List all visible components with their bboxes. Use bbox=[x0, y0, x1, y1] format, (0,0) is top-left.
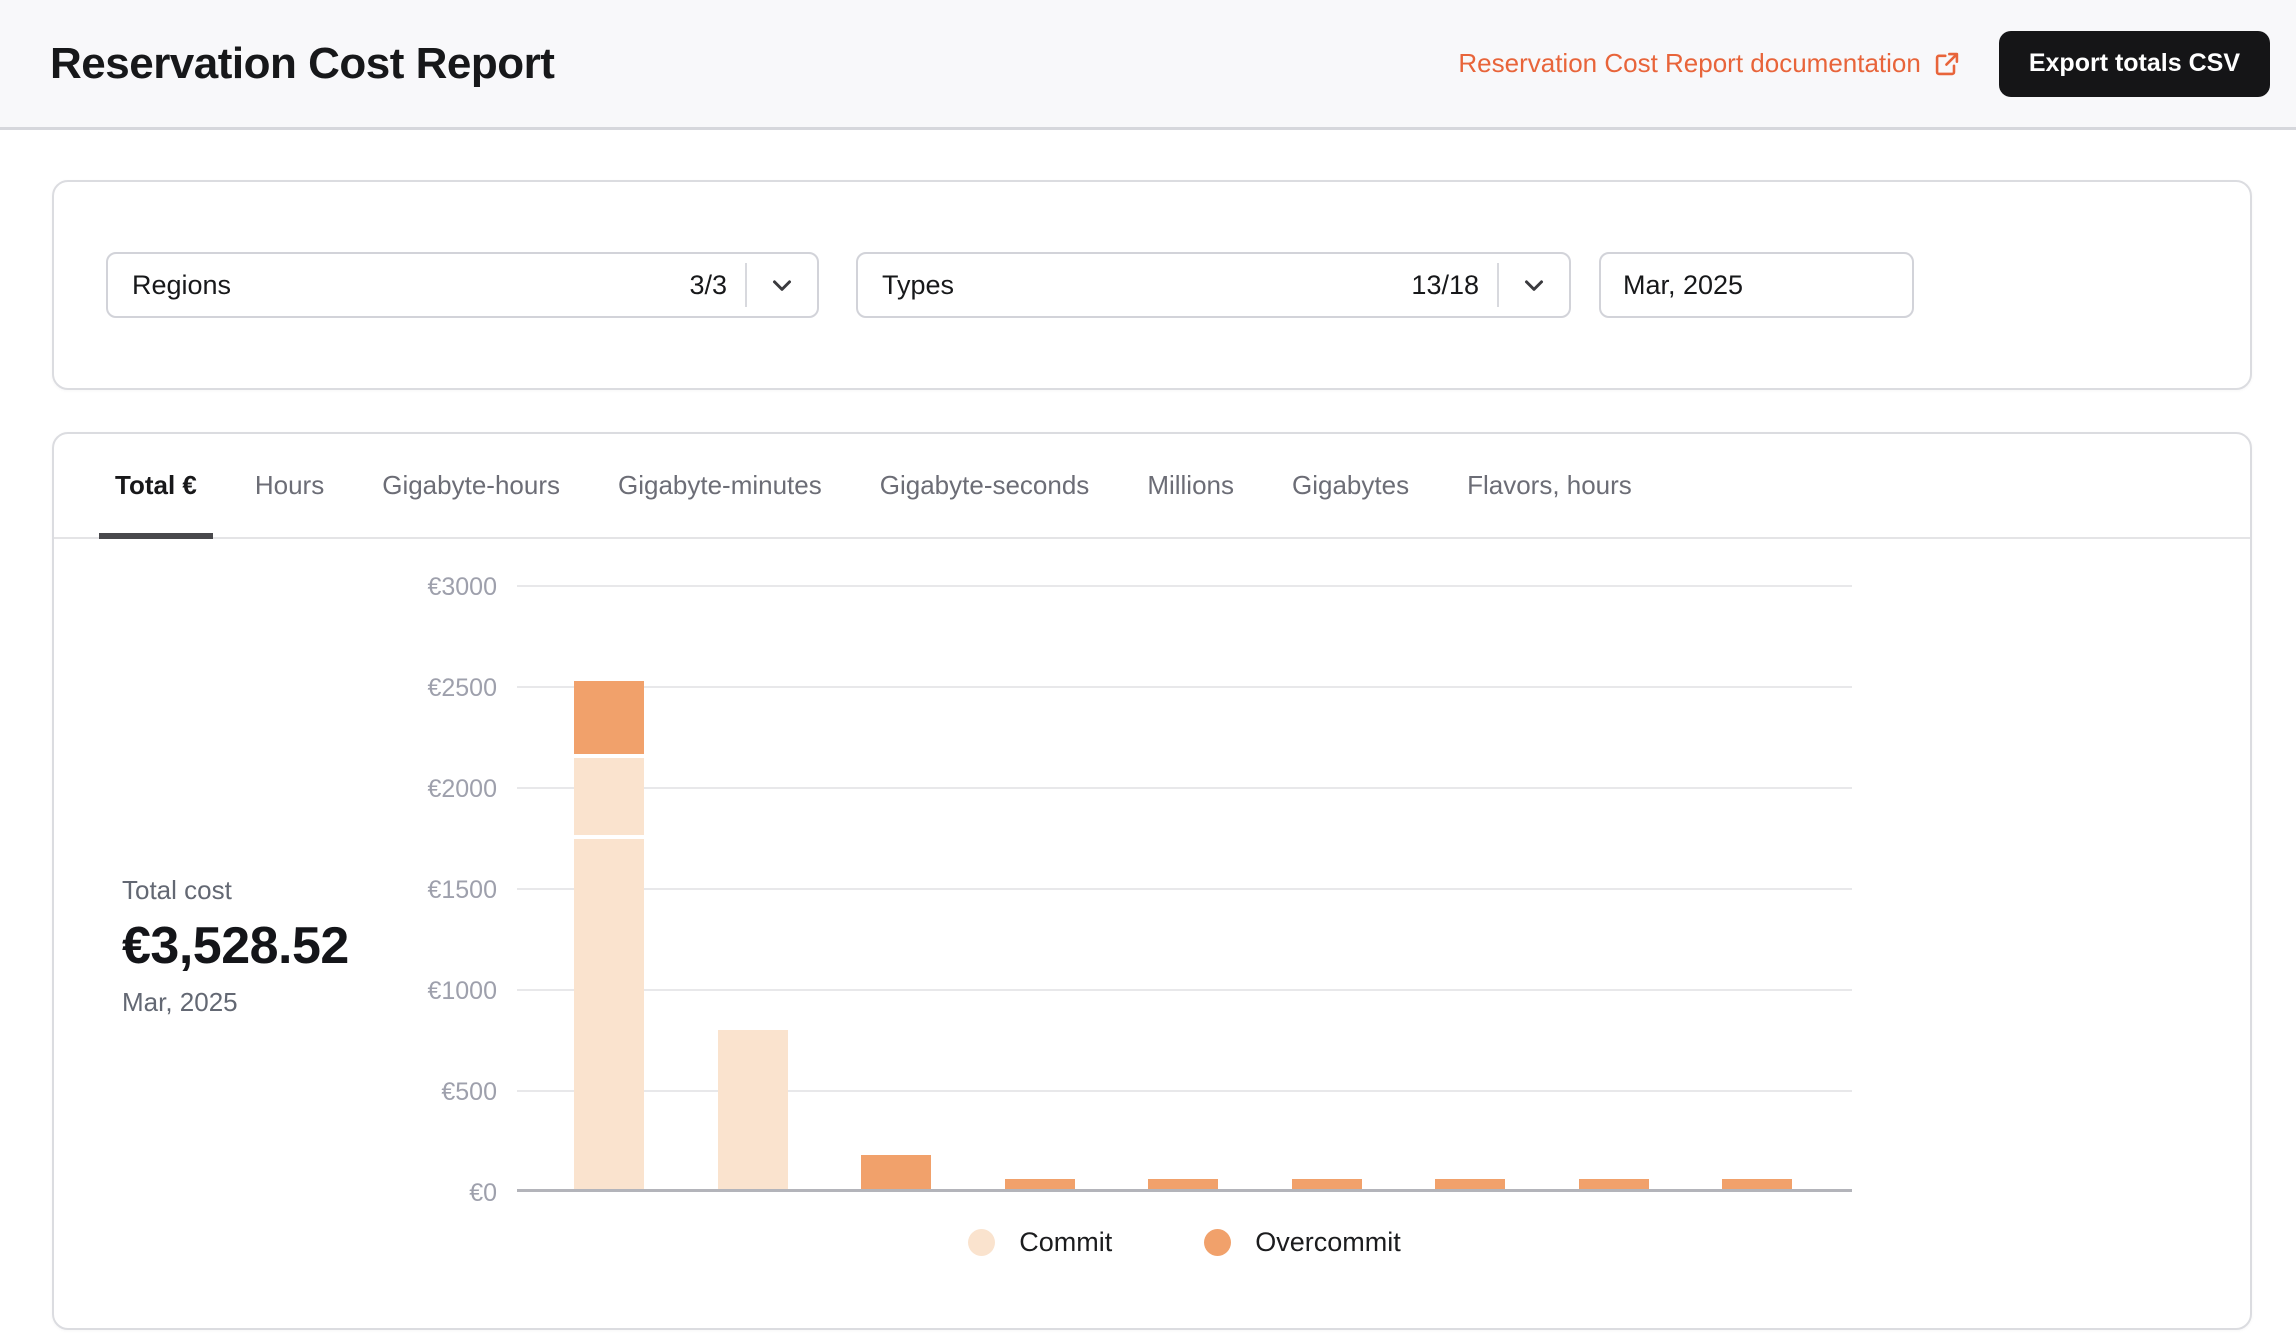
total-cost-period: Mar, 2025 bbox=[122, 987, 238, 1017]
tab-gigabyte-seconds[interactable]: Gigabyte-seconds bbox=[879, 470, 1090, 500]
gridline-2000 bbox=[517, 787, 1852, 789]
gridline-2500 bbox=[517, 686, 1852, 688]
y-axis-tick-label: €1000 bbox=[427, 977, 497, 1005]
bar-segment-divider bbox=[574, 754, 644, 759]
bar-5-segment-overcommit[interactable] bbox=[1148, 1178, 1218, 1189]
legend-item-overcommit[interactable]: Overcommit bbox=[1204, 1227, 1401, 1258]
bar-2-segment-commit[interactable] bbox=[717, 1030, 788, 1189]
bar-1-segment-commit[interactable] bbox=[574, 836, 644, 1189]
commit-legend-dot bbox=[968, 1229, 996, 1256]
types-selected-count: 13/18 bbox=[1411, 269, 1479, 300]
total-cost-amount: €3,528.52 bbox=[122, 917, 349, 975]
regions-selected-count: 3/3 bbox=[689, 269, 727, 300]
select-divider bbox=[1497, 263, 1499, 307]
tab-gigabyte-minutes[interactable]: Gigabyte-minutes bbox=[617, 470, 822, 500]
chart-body: Total cost €3,528.52 Mar, 2025 €0 €500 €10… bbox=[54, 539, 2250, 1328]
tab-millions[interactable]: Millions bbox=[1147, 470, 1234, 500]
tab-hours[interactable]: Hours bbox=[254, 470, 325, 500]
regions-select[interactable]: Regions 3/3 bbox=[106, 252, 819, 318]
tab-total-eur[interactable]: Total € bbox=[99, 434, 213, 539]
filter-card: Regions 3/3 Types 13/18 Mar, 2025 bbox=[52, 180, 2252, 390]
bar-9-segment-overcommit[interactable] bbox=[1722, 1178, 1792, 1189]
header-actions: Reservation Cost Report documentation Ex… bbox=[1458, 30, 2270, 97]
page-title: Reservation Cost Report bbox=[50, 38, 555, 88]
bar-1-segment-commit[interactable] bbox=[574, 756, 644, 837]
gridline-1000 bbox=[517, 989, 1852, 991]
bar-3-segment-overcommit[interactable] bbox=[861, 1154, 931, 1189]
commit-legend-label: Commit bbox=[1019, 1227, 1113, 1257]
y-axis-tick-label: €2500 bbox=[427, 674, 497, 702]
external-link-icon bbox=[1933, 50, 1961, 78]
types-select-label: Types bbox=[882, 269, 955, 300]
y-axis-tick-label: €1500 bbox=[427, 876, 497, 904]
chart-card: Total € Hours Gigabyte-hours Gigabyte-minut… bbox=[52, 432, 2252, 1330]
documentation-link-label: Reservation Cost Report documentation bbox=[1458, 48, 1921, 78]
chart-legend: Commit Overcommit bbox=[517, 1227, 1852, 1258]
bar-7-segment-overcommit[interactable] bbox=[1435, 1178, 1505, 1189]
legend-item-commit[interactable]: Commit bbox=[968, 1227, 1112, 1258]
bar-4-segment-overcommit[interactable] bbox=[1004, 1178, 1075, 1189]
overcommit-legend-label: Overcommit bbox=[1255, 1227, 1401, 1257]
y-axis-tick-label: €0 bbox=[469, 1179, 497, 1207]
chevron-down-icon bbox=[1499, 270, 1569, 300]
tab-flavors-hours[interactable]: Flavors, hours bbox=[1467, 470, 1632, 500]
tab-gigabyte-hours[interactable]: Gigabyte-hours bbox=[382, 470, 560, 500]
y-axis-tick-label: €500 bbox=[441, 1078, 497, 1106]
regions-select-label: Regions bbox=[132, 269, 232, 300]
chart-plot: €0 €500 €1000 €1500 €2000 €2500 €3000 bbox=[427, 573, 1852, 1207]
total-cost-label: Total cost bbox=[122, 875, 232, 905]
y-axis-tick-label: €2000 bbox=[427, 775, 497, 803]
y-axis-tick-label: €3000 bbox=[427, 573, 497, 601]
chevron-down-icon bbox=[747, 270, 817, 300]
bar-8-segment-overcommit[interactable] bbox=[1578, 1178, 1649, 1189]
total-cost-summary: Total cost €3,528.52 Mar, 2025 bbox=[122, 871, 349, 1021]
bar-6-segment-overcommit[interactable] bbox=[1291, 1178, 1362, 1189]
export-csv-button[interactable]: Export totals CSV bbox=[1998, 30, 2270, 97]
bar-segment-divider bbox=[574, 834, 644, 839]
gridline-500 bbox=[517, 1090, 1852, 1092]
unit-tabs: Total € Hours Gigabyte-hours Gigabyte-minut… bbox=[54, 434, 2250, 539]
bar-1-segment-overcommit[interactable] bbox=[574, 680, 644, 757]
types-select[interactable]: Types 13/18 bbox=[856, 252, 1571, 318]
overcommit-legend-dot bbox=[1204, 1229, 1232, 1256]
month-input[interactable]: Mar, 2025 bbox=[1599, 252, 1914, 318]
gridline-3000 bbox=[517, 585, 1852, 587]
page-header: Reservation Cost Report Reservation Cost… bbox=[0, 0, 2296, 130]
documentation-link[interactable]: Reservation Cost Report documentation bbox=[1458, 48, 1960, 79]
tab-gigabytes[interactable]: Gigabytes bbox=[1292, 470, 1410, 500]
gridline-1500 bbox=[517, 888, 1852, 890]
select-divider bbox=[745, 263, 747, 307]
